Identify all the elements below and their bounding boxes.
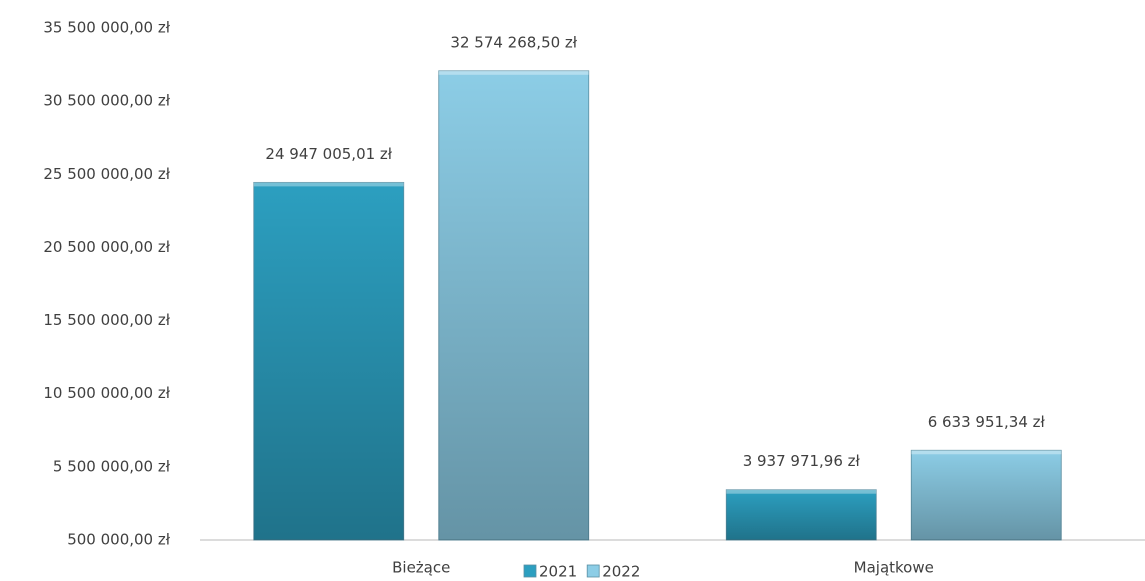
legend-swatch bbox=[523, 564, 537, 578]
bar-shade bbox=[726, 489, 877, 540]
bar-top bbox=[911, 450, 1062, 455]
data-label: 3 937 971,96 zł bbox=[743, 452, 861, 470]
data-label: 32 574 268,50 zł bbox=[450, 33, 577, 51]
data-label: 6 633 951,34 zł bbox=[928, 413, 1046, 431]
bar-top bbox=[438, 70, 589, 75]
bar-top bbox=[726, 489, 877, 494]
bar-shade bbox=[438, 70, 589, 541]
legend-label: 2022 bbox=[602, 563, 640, 581]
x-tick-label: Majątkowe bbox=[854, 559, 934, 577]
y-tick-label: 25 500 000,00 zł bbox=[43, 165, 170, 183]
y-tick-label: 20 500 000,00 zł bbox=[43, 238, 170, 256]
bar-top bbox=[253, 182, 404, 187]
x-tick-label: Bieżące bbox=[392, 559, 450, 577]
legend-swatch bbox=[586, 564, 600, 578]
y-tick-label: 15 500 000,00 zł bbox=[43, 311, 170, 329]
y-tick-label: 35 500 000,00 zł bbox=[43, 19, 170, 37]
y-tick-label: 30 500 000,00 zł bbox=[43, 92, 170, 110]
y-tick-label: 5 500 000,00 zł bbox=[53, 457, 171, 475]
y-tick-label: 500 000,00 zł bbox=[67, 531, 171, 549]
data-label: 24 947 005,01 zł bbox=[265, 145, 392, 163]
y-tick-label: 10 500 000,00 zł bbox=[43, 384, 170, 402]
bar-shade bbox=[911, 450, 1062, 540]
legend-label: 2021 bbox=[539, 563, 577, 581]
bar-shade bbox=[253, 182, 404, 540]
